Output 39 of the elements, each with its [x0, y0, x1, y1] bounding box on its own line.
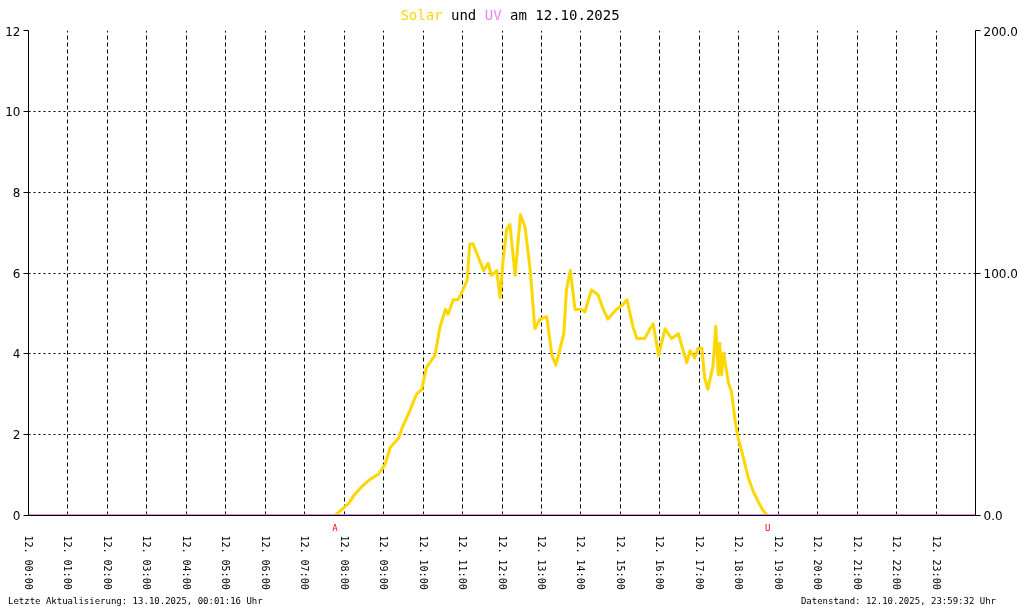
x-tick-label: 12. 23:00	[930, 535, 942, 590]
x-tick-label: 12. 05:00	[220, 535, 232, 590]
text: U	[764, 522, 771, 533]
y2-tick-label: 200.0	[983, 24, 1018, 39]
chart-title: Solar und UV am 12.10.2025	[400, 7, 620, 23]
x-tick-label: 12. 08:00	[338, 535, 350, 590]
y-tick-label: 6	[12, 266, 21, 281]
x-tick-label: 12. 12:00	[496, 535, 508, 590]
x-tick-label: 12. 07:00	[299, 535, 311, 590]
x-tick-label: 12. 16:00	[654, 535, 666, 590]
x-tick-label: 12. 04:00	[180, 535, 192, 590]
text: A	[332, 522, 339, 533]
x-tick-label: 12. 00:00	[23, 535, 34, 590]
x-tick-label: 12. 09:00	[378, 535, 390, 590]
x-tick-label: 12. 17:00	[693, 535, 705, 590]
y-tick-label: 4	[12, 347, 21, 362]
y2-tick-label: 100.0	[983, 266, 1018, 281]
y-tick-label: 0	[12, 509, 21, 523]
x-tick-label: 12. 06:00	[259, 535, 271, 590]
x-tick-label: 12. 21:00	[851, 535, 863, 590]
x-tick-label: 12. 03:00	[141, 535, 153, 590]
x-tick-label: 12. 10:00	[417, 535, 429, 590]
x-tick-label: 12. 15:00	[614, 535, 626, 590]
x-tick-label: 12. 18:00	[733, 535, 745, 590]
x-tick-label: 12. 13:00	[535, 535, 547, 590]
x-tick-label: 12. 20:00	[812, 535, 824, 590]
x-tick-label: 12. 14:00	[575, 535, 587, 590]
text: Letzte Aktualisierung: 13.10.2025, 00:01:16 Uhr	[8, 595, 263, 606]
y-tick-label: 2	[12, 428, 21, 443]
x-tick-label: 12. 19:00	[772, 535, 784, 590]
x-tick-label: 12. 01:00	[62, 535, 74, 590]
text: Datenstand: 12.10.2025, 23:59:32 Uhr	[800, 595, 996, 606]
y2-tick-label: 0.0	[983, 509, 1003, 523]
y-tick-label: 12	[5, 24, 21, 39]
x-tick-label: 12. 11:00	[457, 535, 469, 590]
y-tick-label: 10	[5, 104, 21, 119]
x-tick-label: 12. 22:00	[891, 535, 903, 590]
y-tick-label: 8	[12, 185, 21, 200]
x-tick-label: 12. 02:00	[101, 535, 113, 590]
